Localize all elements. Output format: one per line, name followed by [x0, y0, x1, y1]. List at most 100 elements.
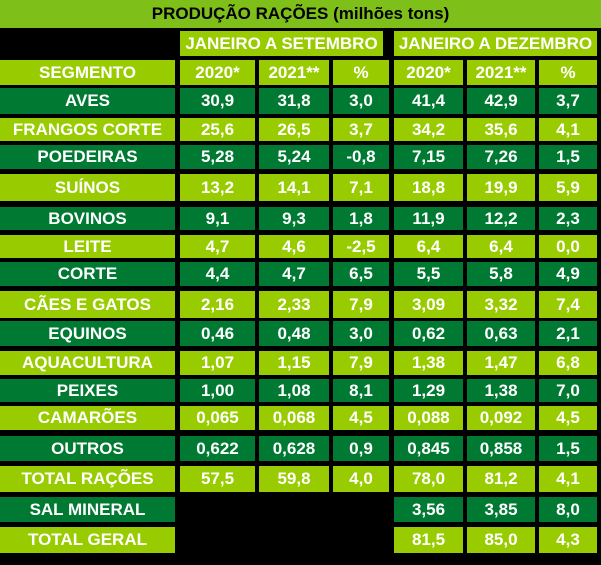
value-cell: 4,7: [180, 235, 255, 258]
value-cell: 12,2: [467, 207, 535, 230]
value-cell: 57,5: [180, 466, 255, 492]
empty-cell: [180, 497, 255, 522]
value-cell: 3,56: [394, 497, 463, 522]
value-cell: 1,00: [180, 379, 255, 402]
value-cell: 1,15: [259, 351, 329, 375]
value-cell: 3,0: [333, 321, 389, 346]
value-cell: 9,1: [180, 207, 255, 230]
value-cell: 5,24: [259, 145, 329, 169]
value-cell: 4,5: [333, 406, 389, 430]
column-header: 2020*: [394, 60, 463, 85]
value-cell: 1,8: [333, 207, 389, 230]
value-cell: 41,4: [394, 88, 463, 114]
value-cell: 5,8: [467, 262, 535, 286]
column-header: 2020*: [180, 60, 255, 85]
column-header: 2021**: [259, 60, 329, 85]
value-cell: 9,3: [259, 207, 329, 230]
value-cell: 1,29: [394, 379, 463, 402]
value-cell: 0,092: [467, 406, 535, 430]
value-cell: 3,09: [394, 291, 463, 318]
value-cell: 0,48: [259, 321, 329, 346]
segment-cell: AQUACULTURA: [0, 351, 175, 375]
value-cell: 4,0: [333, 466, 389, 492]
value-cell: 0,62: [394, 321, 463, 346]
value-cell: 81,2: [467, 466, 535, 492]
value-cell: 7,26: [467, 145, 535, 169]
value-cell: 0,628: [259, 436, 329, 461]
value-cell: 4,1: [539, 118, 597, 141]
segment-cell: LEITE: [0, 235, 175, 258]
value-cell: 42,9: [467, 88, 535, 114]
segment-cell: BOVINOS: [0, 207, 175, 230]
value-cell: 4,5: [539, 406, 597, 430]
value-cell: 2,3: [539, 207, 597, 230]
value-cell: 2,1: [539, 321, 597, 346]
segment-cell: FRANGOS CORTE: [0, 118, 175, 141]
value-cell: 4,9: [539, 262, 597, 286]
column-header: %: [539, 60, 597, 85]
value-cell: 1,07: [180, 351, 255, 375]
value-cell: 0,068: [259, 406, 329, 430]
segment-cell: SUÍNOS: [0, 174, 175, 201]
empty-cell: [180, 527, 255, 553]
value-cell: 3,32: [467, 291, 535, 318]
value-cell: 14,1: [259, 174, 329, 201]
value-cell: 34,2: [394, 118, 463, 141]
segment-cell: POEDEIRAS: [0, 145, 175, 169]
segment-cell: EQUINOS: [0, 321, 175, 346]
value-cell: 18,8: [394, 174, 463, 201]
segment-cell: TOTAL RAÇÕES: [0, 466, 175, 492]
segment-cell: AVES: [0, 88, 175, 114]
value-cell: 3,7: [539, 88, 597, 114]
value-cell: 0,065: [180, 406, 255, 430]
period-header-jan-dez: JANEIRO A DEZEMBRO: [394, 31, 597, 56]
segment-cell: CÃES E GATOS: [0, 291, 175, 318]
value-cell: 0,63: [467, 321, 535, 346]
value-cell: 1,5: [539, 436, 597, 461]
value-cell: -0,8: [333, 145, 389, 169]
value-cell: 26,5: [259, 118, 329, 141]
value-cell: 81,5: [394, 527, 463, 553]
value-cell: 5,9: [539, 174, 597, 201]
value-cell: 19,9: [467, 174, 535, 201]
column-header: 2021**: [467, 60, 535, 85]
value-cell: 35,6: [467, 118, 535, 141]
empty-cell: [259, 497, 329, 522]
header-segmento: SEGMENTO: [0, 60, 175, 85]
segment-cell: PEIXES: [0, 379, 175, 402]
value-cell: 6,4: [394, 235, 463, 258]
table-title: PRODUÇÃO RAÇÕES (milhões tons): [0, 0, 601, 28]
value-cell: 4,3: [539, 527, 597, 553]
value-cell: 25,6: [180, 118, 255, 141]
value-cell: -2,5: [333, 235, 389, 258]
value-cell: 7,1: [333, 174, 389, 201]
value-cell: 1,5: [539, 145, 597, 169]
value-cell: 6,5: [333, 262, 389, 286]
empty-cell: [259, 527, 329, 553]
value-cell: 0,088: [394, 406, 463, 430]
value-cell: 3,85: [467, 497, 535, 522]
value-cell: 7,0: [539, 379, 597, 402]
value-cell: 3,7: [333, 118, 389, 141]
segment-cell: CORTE: [0, 262, 175, 286]
column-header: %: [333, 60, 389, 85]
value-cell: 4,1: [539, 466, 597, 492]
value-cell: 8,1: [333, 379, 389, 402]
value-cell: 30,9: [180, 88, 255, 114]
value-cell: 11,9: [394, 207, 463, 230]
value-cell: 7,9: [333, 291, 389, 318]
value-cell: 0,858: [467, 436, 535, 461]
value-cell: 4,7: [259, 262, 329, 286]
empty-cell: [333, 497, 389, 522]
value-cell: 0,622: [180, 436, 255, 461]
period-header-jan-set: JANEIRO A SETEMBRO: [180, 31, 383, 56]
value-cell: 7,4: [539, 291, 597, 318]
value-cell: 59,8: [259, 466, 329, 492]
value-cell: 31,8: [259, 88, 329, 114]
value-cell: 4,6: [259, 235, 329, 258]
empty-cell: [333, 527, 389, 553]
value-cell: 6,8: [539, 351, 597, 375]
value-cell: 1,38: [467, 379, 535, 402]
value-cell: 2,16: [180, 291, 255, 318]
